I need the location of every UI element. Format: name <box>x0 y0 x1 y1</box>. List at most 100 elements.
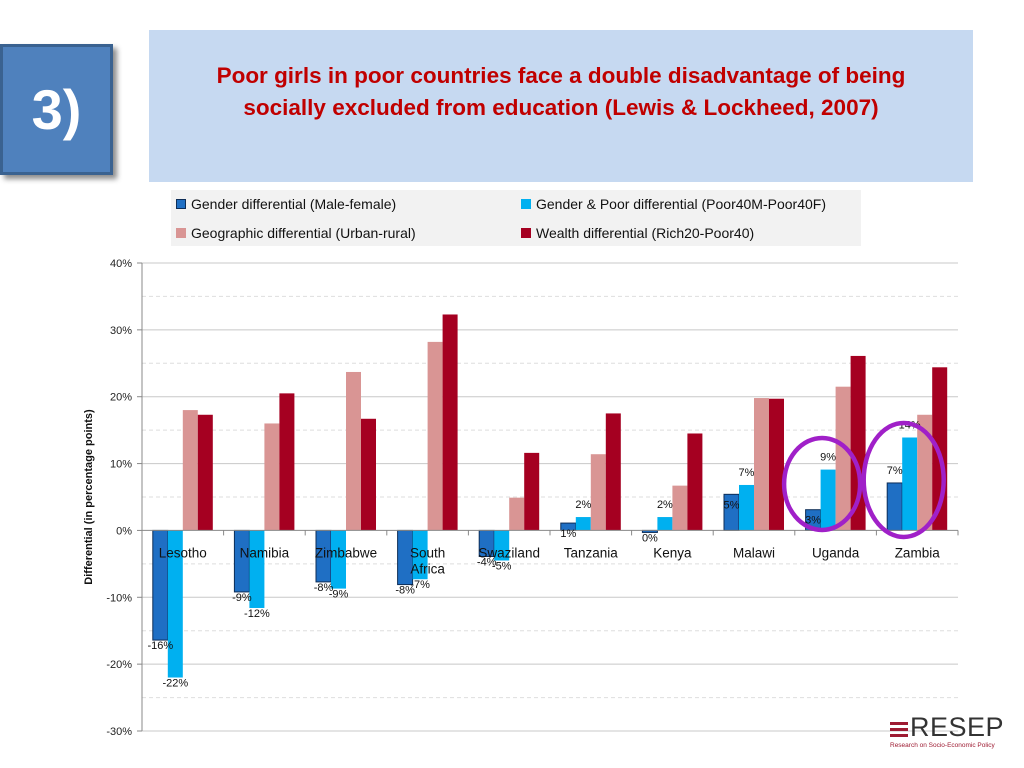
data-label-gender-poor-swaziland: -5% <box>492 561 512 573</box>
logo-mark-icon <box>890 718 908 740</box>
legend-item-gender: Gender differential (Male-female) <box>176 196 396 212</box>
bar-geographic-namibia <box>264 423 280 531</box>
legend-item-gender-poor: Gender & Poor differential (Poor40M-Poor… <box>521 196 826 212</box>
bar-wealth-kenya <box>687 433 703 531</box>
y-axis-title: Differential (in percentage points) <box>83 409 95 585</box>
x-tick-label-line: Malawi <box>733 545 775 560</box>
bar-geographic-malawi <box>754 398 769 531</box>
bar-wealth-south-africa <box>442 314 458 531</box>
x-tick-label-line: Zambia <box>895 545 941 560</box>
y-tick-label: 30% <box>110 325 132 337</box>
data-label-gender-namibia: -9% <box>232 592 252 604</box>
bar-geographic-zimbabwe <box>346 371 361 531</box>
bar-gender-poor-tanzania <box>575 517 591 531</box>
x-tick-label-line: Tanzania <box>564 545 619 560</box>
legend-label-gender: Gender differential (Male-female) <box>191 196 397 212</box>
title-panel: Poor girls in poor countries face a doub… <box>149 30 973 182</box>
data-label-gender-zimbabwe: -8% <box>314 582 334 594</box>
bar-gender-poor-uganda <box>820 469 836 531</box>
chart-legend: Gender differential (Male-female) Gender… <box>171 190 861 246</box>
bar-gender-poor-zimbabwe <box>331 530 346 589</box>
slide-title: Poor girls in poor countries face a doub… <box>149 60 973 124</box>
legend-label-wealth: Wealth differential (Rich20-Poor40) <box>536 225 755 241</box>
x-tick-label-south-africa: South Africa <box>410 545 445 576</box>
x-tick-label-line: Kenya <box>653 545 692 560</box>
bar-geographic-uganda <box>835 386 851 531</box>
bar-wealth-namibia <box>279 393 295 531</box>
bar-gender-poor-lesotho <box>167 530 183 678</box>
data-label-gender-zambia: 7% <box>887 465 903 477</box>
legend-item-wealth: Wealth differential (Rich20-Poor40) <box>521 225 754 241</box>
y-tick-label: 40% <box>110 258 132 270</box>
logo-text: RESEP <box>910 712 1005 742</box>
data-label-gender-malawi: 5% <box>724 499 740 511</box>
x-tick-label-namibia: Namibia <box>240 545 290 560</box>
bar-geographic-lesotho <box>182 410 198 531</box>
data-label-gender-kenya: 0% <box>642 532 658 544</box>
x-tick-label-line: Swaziland <box>478 545 540 560</box>
highlight-circle-uganda <box>781 435 863 533</box>
slide-number: 3) <box>31 78 82 141</box>
bar-wealth-swaziland <box>524 452 540 531</box>
slide-title-line-2: socially excluded from education (Lewis … <box>243 95 879 120</box>
x-tick-label-line: Zimbabwe <box>315 545 377 560</box>
data-label-gender-poor-uganda: 9% <box>820 452 836 464</box>
data-label-gender-tanzania: 1% <box>560 528 576 540</box>
slide-number-box: 3) <box>0 44 113 175</box>
legend-item-geographic: Geographic differential (Urban-rural) <box>176 225 416 241</box>
data-label-gender-poor-kenya: 2% <box>657 499 673 511</box>
x-tick-label-line: Uganda <box>812 545 860 560</box>
y-tick-label: 0% <box>116 525 132 537</box>
resep-logo: RESEP Research on Socio-Economic Policy <box>888 712 1008 752</box>
data-label-gender-poor-zimbabwe: -9% <box>329 589 349 601</box>
data-label-gender-swaziland: -4% <box>477 557 497 569</box>
legend-label-gender-poor: Gender & Poor differential (Poor40M-Poor… <box>536 196 826 212</box>
x-tick-label-tanzania: Tanzania <box>564 545 619 560</box>
legend-swatch-gender-poor <box>521 199 531 209</box>
highlight-circle-zambia <box>861 420 946 540</box>
x-tick-label-line: South <box>410 545 445 560</box>
bar-geographic-south-africa <box>427 341 443 531</box>
y-tick-label: -30% <box>106 726 132 738</box>
bar-geographic-tanzania <box>590 454 606 531</box>
legend-swatch-gender <box>176 199 186 209</box>
y-tick-label: -20% <box>106 659 132 671</box>
data-label-gender-poor-malawi: 7% <box>739 467 755 479</box>
x-tick-label-line: Africa <box>410 561 445 576</box>
bar-wealth-malawi <box>769 398 784 531</box>
data-label-gender-poor-tanzania: 2% <box>575 499 591 511</box>
bar-gender-poor-zambia <box>902 437 918 531</box>
x-tick-label-kenya: Kenya <box>653 545 692 560</box>
bar-gender-poor-kenya <box>657 517 673 531</box>
legend-swatch-wealth <box>521 228 531 238</box>
legend-swatch-geographic <box>176 228 186 238</box>
bar-geographic-kenya <box>672 485 688 531</box>
x-tick-label-malawi: Malawi <box>733 545 775 560</box>
bar-gender-zambia <box>886 482 903 531</box>
bar-gender-namibia <box>233 529 250 593</box>
x-tick-label-lesotho: Lesotho <box>159 545 207 560</box>
data-label-gender-south-africa: -8% <box>395 585 415 597</box>
data-label-gender-poor-namibia: -12% <box>244 608 270 620</box>
x-tick-label-zambia: Zambia <box>895 545 941 560</box>
x-tick-label-line: Namibia <box>240 545 290 560</box>
data-label-gender-uganda: 3% <box>805 515 821 527</box>
bar-gender-poor-south-africa <box>412 530 428 580</box>
data-label-gender-poor-lesotho: -22% <box>162 678 188 690</box>
y-tick-label: 10% <box>110 459 132 471</box>
bar-gender-poor-swaziland <box>494 530 510 561</box>
bar-geographic-swaziland <box>509 497 525 531</box>
x-tick-label-zimbabwe: Zimbabwe <box>315 545 377 560</box>
x-tick-label-line: Lesotho <box>159 545 207 560</box>
bar-gender-poor-namibia <box>249 530 265 608</box>
bar-gender-poor-malawi <box>739 484 754 531</box>
x-tick-label-uganda: Uganda <box>812 545 860 560</box>
data-label-gender-poor-south-africa: -7% <box>410 579 430 591</box>
legend-label-geographic: Geographic differential (Urban-rural) <box>191 225 416 241</box>
bar-wealth-tanzania <box>605 413 621 531</box>
logo-tagline: Research on Socio-Economic Policy <box>890 742 995 749</box>
y-tick-label: -10% <box>106 592 132 604</box>
slide-title-line-1: Poor girls in poor countries face a doub… <box>216 63 906 88</box>
bar-wealth-zimbabwe <box>361 418 376 531</box>
x-tick-label-swaziland: Swaziland <box>478 545 540 560</box>
